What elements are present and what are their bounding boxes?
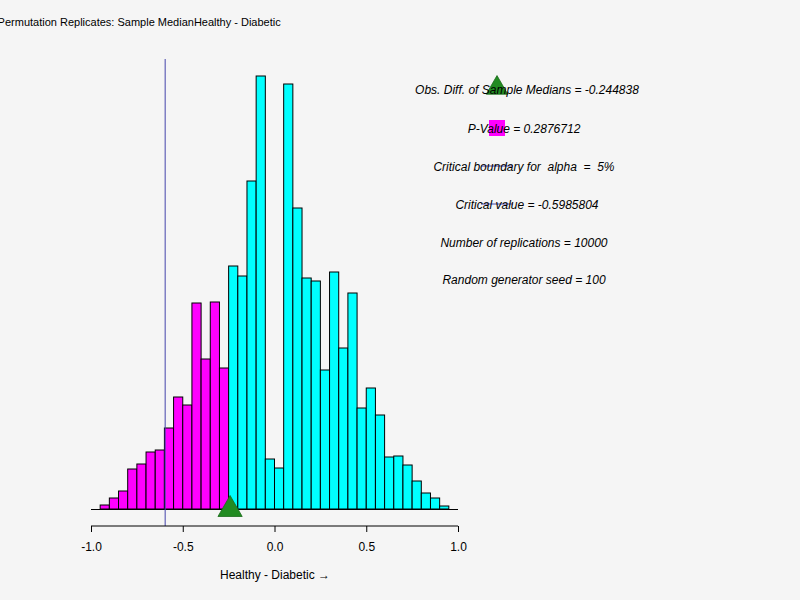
svg-text:0.0: 0.0 [267,540,284,554]
svg-text:P-Value = 0.2876712: P-Value = 0.2876712 [468,122,581,136]
svg-text:0.5: 0.5 [358,540,375,554]
svg-text:1.0: 1.0 [450,540,467,554]
svg-text:Obs. Diff. of Sample Medians =: Obs. Diff. of Sample Medians = -0.244838 [415,83,639,97]
svg-text:Random generator seed = 100: Random generator seed = 100 [442,273,605,287]
svg-text:Number of replications = 10000: Number of replications = 10000 [440,236,607,250]
svg-text:Healthy - Diabetic →: Healthy - Diabetic → [220,568,330,582]
svg-text:Critical boundary for alpha: Critical boundary for alpha = 5% [433,160,614,174]
svg-text:-1.0: -1.0 [81,540,102,554]
svg-text:Distribution of Permutation Re: Distribution of Permutation Replicates: … [0,16,281,28]
svg-text:-0.5: -0.5 [173,540,194,554]
svg-text:Critical value = -0.5985804: Critical value = -0.5985804 [455,198,598,212]
